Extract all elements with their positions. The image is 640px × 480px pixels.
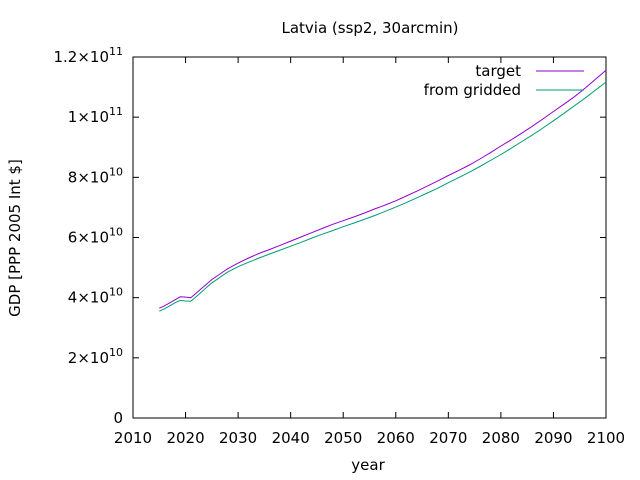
series-line-1 [159, 81, 607, 312]
x-tick-label: 2030 [219, 429, 257, 447]
x-tick-label: 2060 [377, 429, 415, 447]
y-tick-label: 2×1010 [68, 346, 123, 367]
series-lines [159, 69, 607, 312]
x-tick-label: 2050 [324, 429, 362, 447]
y-tick-exponent: 11 [109, 45, 123, 58]
y-tick-label: 6×1010 [68, 226, 123, 247]
y-tick-label: 1.2×1011 [53, 45, 123, 66]
x-tick-label: 2090 [534, 429, 572, 447]
x-axis-label: year [351, 456, 385, 474]
y-tick-label: 0 [113, 409, 123, 427]
y-tick-label: 4×1010 [68, 286, 123, 307]
y-tick-exponent: 11 [109, 105, 123, 118]
plot-frame [132, 56, 607, 419]
x-tick-label: 2070 [429, 429, 467, 447]
y-tick-exponent: 10 [109, 226, 123, 239]
legend-label: from gridded [424, 81, 521, 99]
y-axis-label: GDP [PPP 2005 Int $] [6, 159, 24, 317]
y-tick-label: 8×1010 [68, 165, 123, 186]
x-tick-label: 2100 [587, 429, 625, 447]
y-axis-ticks: 0 2×1010 4×1010 6×1010 8×1010 1×1011 1.2×1011 [53, 45, 606, 427]
x-tick-label: 2040 [272, 429, 310, 447]
x-tick-label: 2080 [482, 429, 520, 447]
y-tick-exponent: 10 [109, 286, 123, 299]
x-tick-label: 2010 [114, 429, 152, 447]
y-tick-exponent: 10 [109, 346, 123, 359]
y-tick-label: 1×1011 [68, 105, 123, 126]
y-tick-exponent: 10 [109, 165, 123, 178]
series-line-0 [159, 69, 607, 309]
x-axis-ticks: 2010 2020 2030 2040 2050 2060 2070 2080 2090 2100 [114, 57, 625, 447]
legend-label: target [475, 62, 521, 80]
chart-title: Latvia (ssp2, 30arcmin) [281, 19, 458, 37]
x-tick-label: 2020 [166, 429, 204, 447]
